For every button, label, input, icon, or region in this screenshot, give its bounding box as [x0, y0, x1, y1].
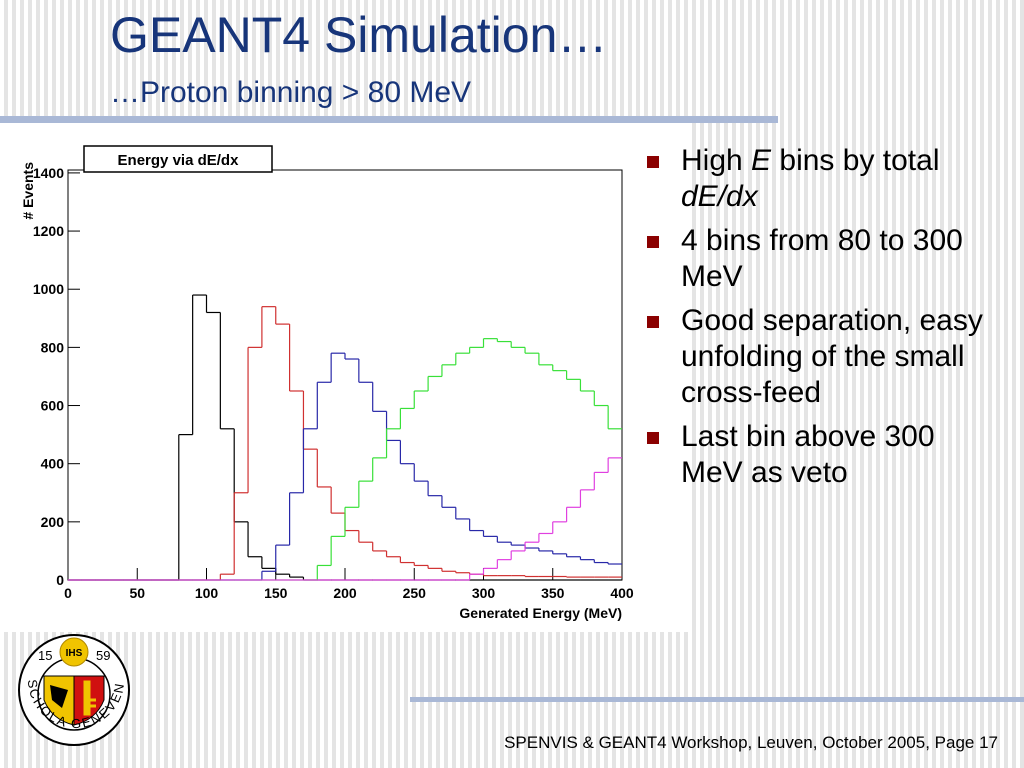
divider: [410, 697, 1024, 702]
logo-sun: [59, 637, 89, 667]
x-tick-label: 350: [541, 585, 565, 601]
bullet-text: E: [751, 144, 772, 177]
x-tick-label: 150: [264, 585, 288, 601]
x-tick-label: 100: [195, 585, 219, 601]
y-tick-label: 1000: [33, 281, 64, 297]
logo-year: 59: [96, 648, 110, 663]
y-tick-label: 400: [41, 456, 65, 472]
y-tick-label: 1200: [33, 223, 64, 239]
bullet-text: Last bin above 300 MeV as veto: [681, 420, 943, 489]
slide-title: GEANT4 Simulation…: [110, 7, 608, 63]
x-tick-label: 400: [610, 585, 634, 601]
title-box: [83, 145, 273, 173]
bullet-list: High E bins by total dE/dx 4 bins from 80…: [645, 143, 995, 499]
y-tick-label: 1400: [33, 165, 64, 181]
bullet-text: bins by total: [771, 144, 948, 177]
y-tick-label: 800: [41, 339, 65, 355]
bullet-text: 4 bins from 80 to 300 MeV: [681, 224, 972, 293]
x-tick-label: 50: [129, 585, 145, 601]
slide-subtitle: …Proton binning > 80 MeV: [110, 76, 472, 109]
logo-key: [83, 680, 96, 716]
divider: [0, 116, 778, 123]
y-axis-label: # Events: [20, 162, 36, 220]
x-axis-label: Generated Energy (MeV): [459, 605, 622, 621]
x-tick-label: 0: [64, 585, 72, 601]
chart-title: Energy via dE/dx: [118, 152, 240, 169]
bullet-text: dE/dx: [681, 180, 758, 213]
footer: SPENVIS & GEANT4 Workshop, Leuven, Octob…: [504, 733, 998, 752]
logo-eagle: [50, 685, 68, 708]
bullet: 4 bins from 80 to 300 MeV: [645, 223, 995, 295]
bullet-text: Good separation, easy unfolding of the s…: [681, 304, 992, 409]
bullet: High E bins by total dE/dx: [645, 143, 995, 215]
x-tick-label: 250: [403, 585, 427, 601]
bullet-text: High: [681, 144, 752, 177]
x-tick-label: 300: [472, 585, 496, 601]
x-tick-label: 200: [333, 585, 357, 601]
bullet: Last bin above 300 MeV as veto: [645, 419, 995, 491]
y-tick-label: 200: [41, 514, 65, 530]
y-tick-label: 600: [41, 398, 65, 414]
bullet: Good separation, easy unfolding of the s…: [645, 303, 995, 411]
series: [68, 457, 622, 581]
logo-year: 15: [38, 648, 52, 663]
logo-monogram: IHS: [66, 648, 83, 659]
y-tick-label: 0: [56, 572, 64, 588]
